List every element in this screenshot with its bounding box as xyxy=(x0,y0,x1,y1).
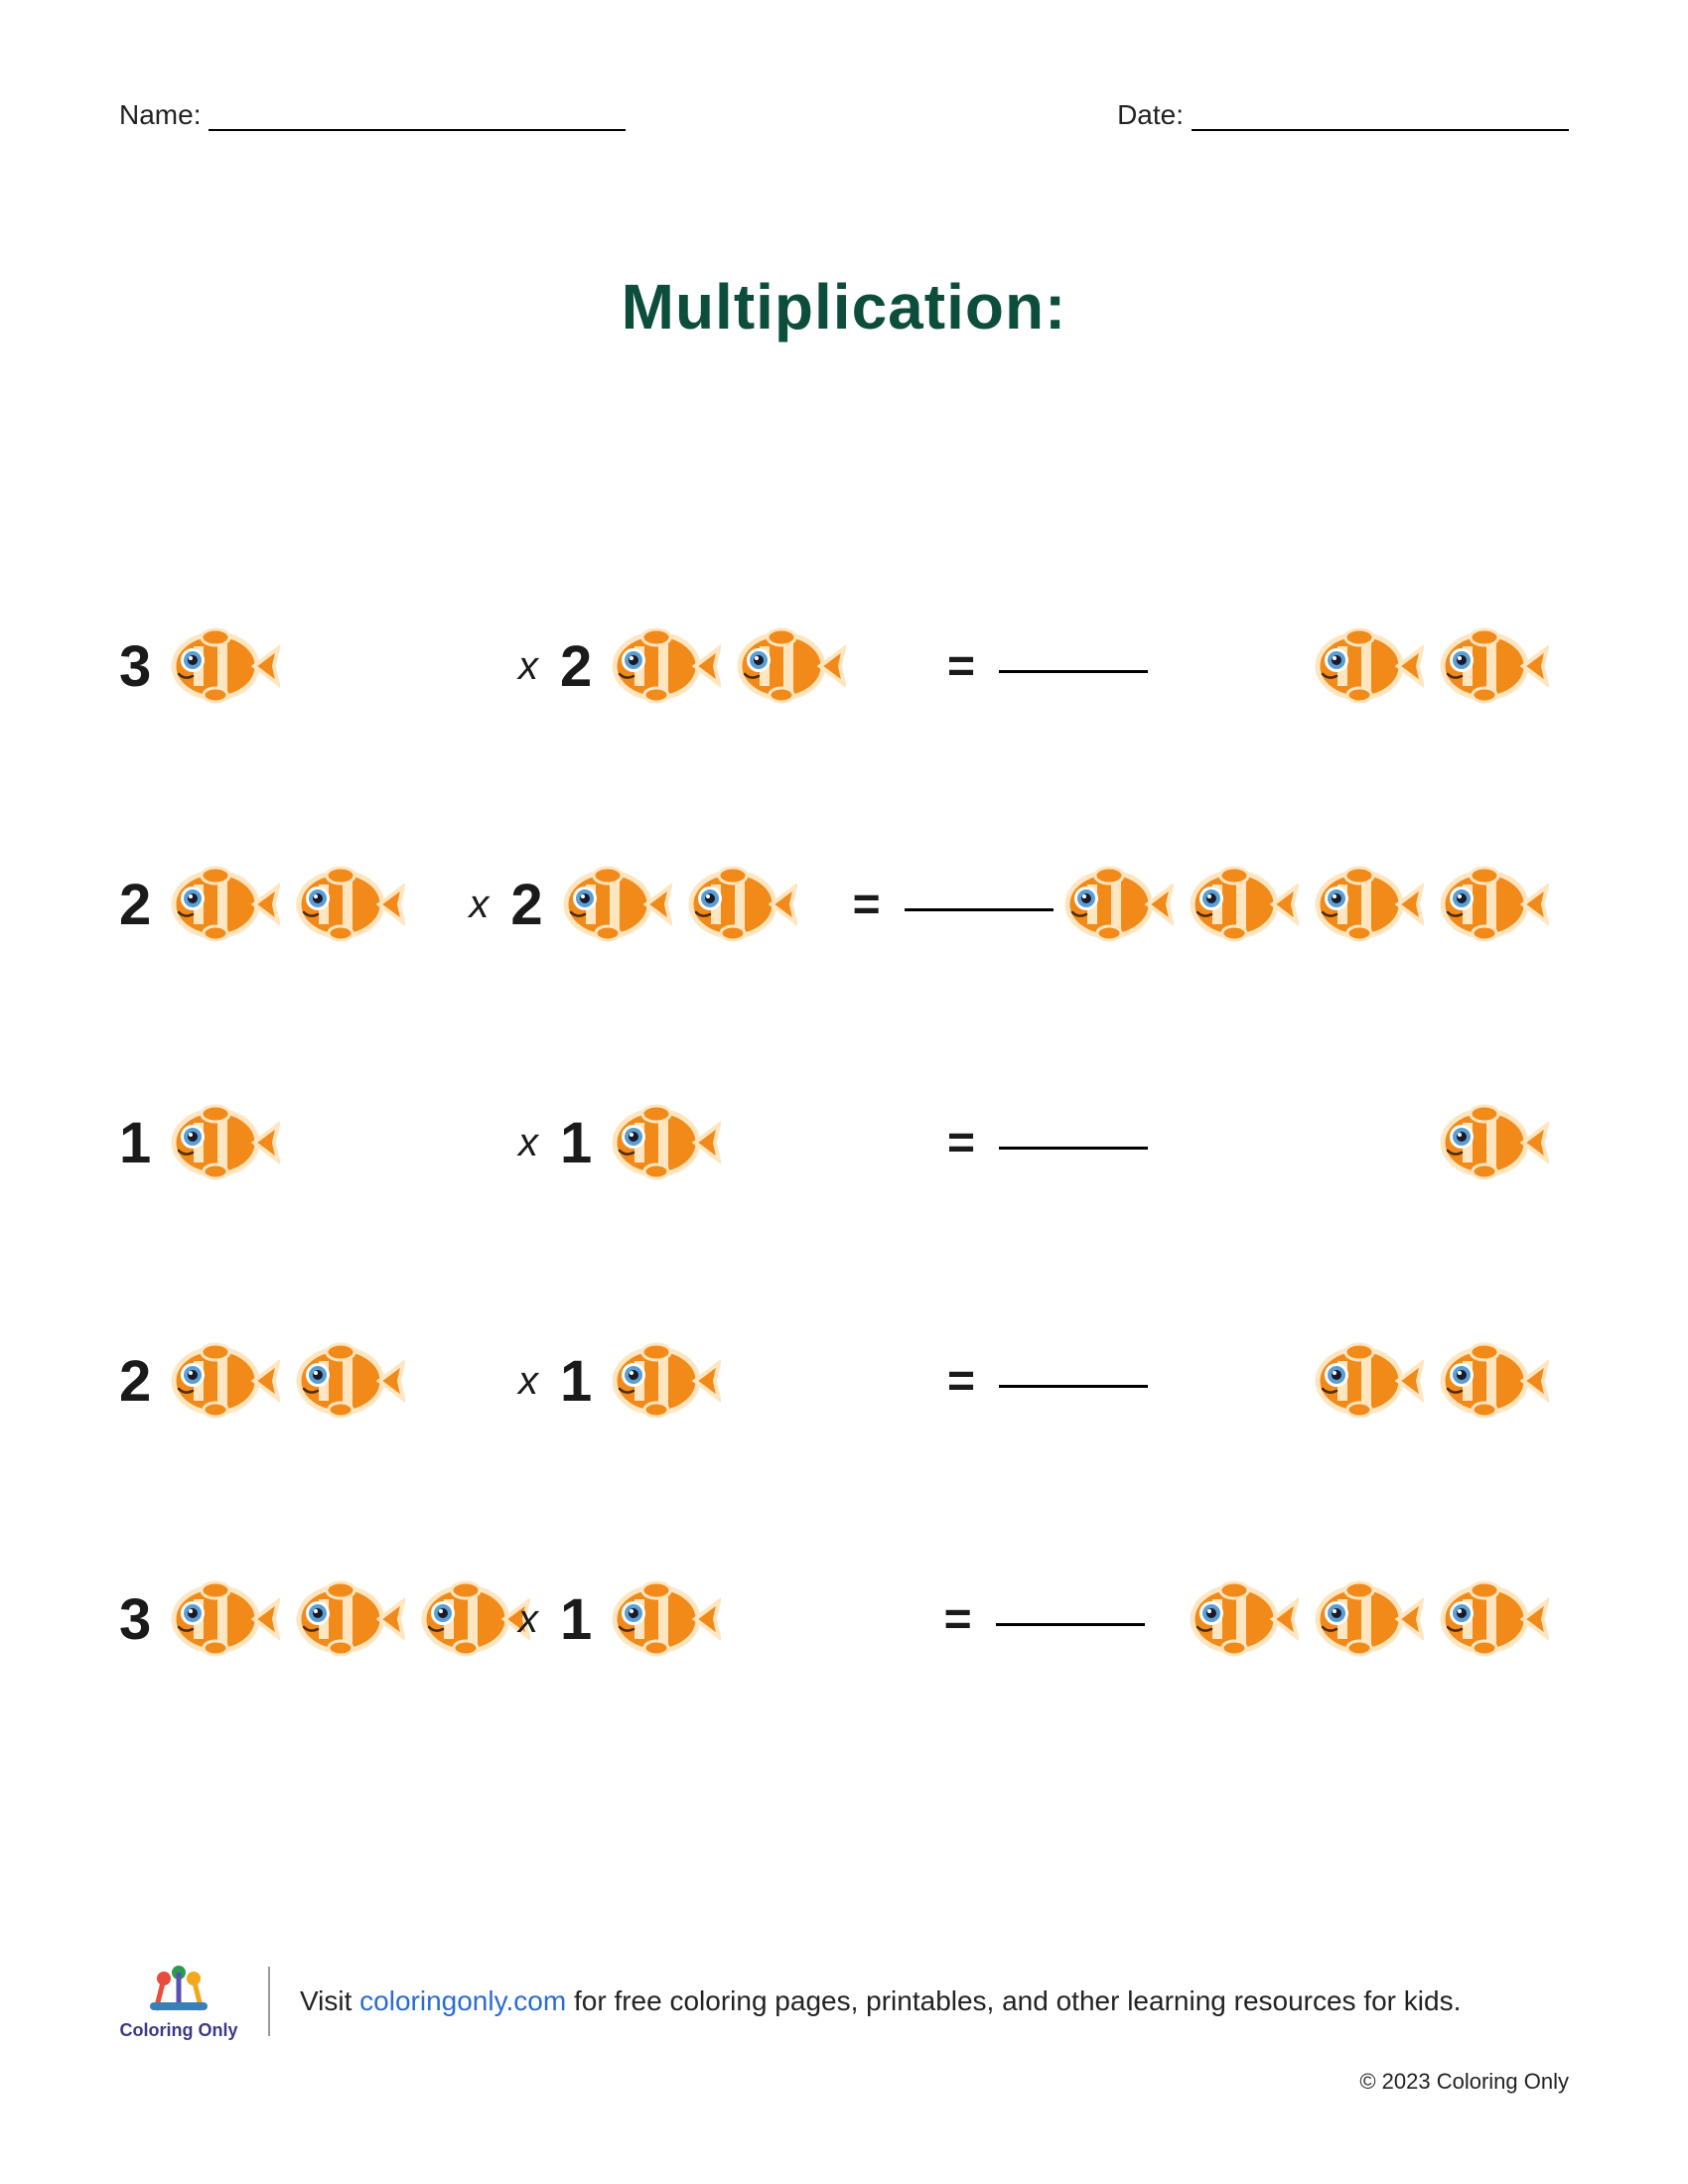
operand-b: 2 xyxy=(510,872,542,938)
answer-blank[interactable] xyxy=(999,670,1148,673)
fish-group xyxy=(553,855,797,954)
operand-a: 1 xyxy=(119,1110,151,1176)
name-field[interactable]: Name: xyxy=(119,99,626,131)
fish-group xyxy=(161,1093,280,1192)
operand-b: 1 xyxy=(560,1348,592,1415)
logo: Coloring Only xyxy=(119,1952,238,2051)
fish-icon xyxy=(286,855,405,954)
fish-icon xyxy=(161,1331,280,1431)
fish-icon xyxy=(1430,1093,1549,1192)
footer-link[interactable]: coloringonly.com xyxy=(359,1985,566,2016)
fish-group xyxy=(161,616,280,716)
operand-a: 2 xyxy=(119,1348,151,1415)
fish-icon xyxy=(553,855,672,954)
date-field[interactable]: Date: xyxy=(1117,99,1569,131)
fish-group xyxy=(602,1331,721,1431)
fish-group xyxy=(161,855,405,954)
header-fields: Name: Date: xyxy=(119,99,1569,131)
name-label: Name: xyxy=(119,99,201,131)
operand-a: 3 xyxy=(119,1586,151,1653)
fish-icon xyxy=(411,1570,530,1669)
operand-b: 2 xyxy=(560,633,592,700)
fish-icon xyxy=(602,1570,721,1669)
fish-icon xyxy=(678,855,797,954)
operand-b: 1 xyxy=(560,1586,592,1653)
problem-row: 1x1= xyxy=(119,1078,1569,1207)
times-symbol: x xyxy=(518,1121,538,1165)
name-line xyxy=(209,129,626,131)
logo-text: Coloring Only xyxy=(120,2020,238,2041)
equals-symbol: = xyxy=(947,639,975,694)
footer: Coloring Only Visit coloringonly.com for… xyxy=(119,1952,1569,2095)
date-label: Date: xyxy=(1117,99,1184,131)
equals-symbol: = xyxy=(853,878,881,932)
footer-post: for free coloring pages, printables, and… xyxy=(566,1985,1461,2016)
copyright: © 2023 Coloring Only xyxy=(119,2069,1569,2095)
fish-group xyxy=(1055,855,1549,954)
problem-row: 3 x1 = xyxy=(119,1555,1569,1684)
fish-icon xyxy=(161,855,280,954)
fish-group xyxy=(161,1331,405,1431)
problems-list: 3x2=2x2=1x1=2x1=3x1= xyxy=(119,602,1569,1684)
fish-icon xyxy=(1305,1570,1424,1669)
footer-pre: Visit xyxy=(300,1985,359,2016)
fish-icon xyxy=(286,1570,405,1669)
fish-icon xyxy=(286,1331,405,1431)
date-line xyxy=(1192,129,1569,131)
fish-icon xyxy=(1430,855,1549,954)
page-title: Multiplication: xyxy=(119,270,1569,343)
times-symbol: x xyxy=(518,1597,538,1642)
footer-message: Visit coloringonly.com for free coloring… xyxy=(300,1985,1461,2017)
answer-blank[interactable] xyxy=(999,1147,1148,1150)
fish-group xyxy=(602,616,846,716)
equals-symbol: = xyxy=(947,1354,975,1409)
logo-icon xyxy=(144,1963,213,2016)
fish-icon xyxy=(161,1093,280,1192)
fish-icon xyxy=(602,1093,721,1192)
fish-icon xyxy=(1430,616,1549,716)
equals-symbol: = xyxy=(947,1116,975,1170)
fish-icon xyxy=(1305,616,1424,716)
fish-icon xyxy=(1180,1570,1299,1669)
problem-row: 2x2= xyxy=(119,840,1569,969)
fish-icon xyxy=(1305,1331,1424,1431)
fish-icon xyxy=(1305,855,1424,954)
fish-group xyxy=(1305,616,1549,716)
fish-icon xyxy=(602,1331,721,1431)
fish-group xyxy=(1305,1331,1549,1431)
fish-icon xyxy=(161,616,280,716)
times-symbol: x xyxy=(518,644,538,689)
fish-icon xyxy=(1055,855,1174,954)
problem-row: 2 x1 = xyxy=(119,1316,1569,1445)
fish-group xyxy=(161,1570,530,1669)
fish-group xyxy=(602,1570,721,1669)
fish-icon xyxy=(727,616,846,716)
fish-group xyxy=(1180,1570,1549,1669)
footer-divider xyxy=(268,1967,270,2036)
times-symbol: x xyxy=(518,1359,538,1404)
answer-blank[interactable] xyxy=(999,1385,1148,1388)
fish-icon xyxy=(602,616,721,716)
operand-a: 2 xyxy=(119,872,151,938)
fish-icon xyxy=(1430,1331,1549,1431)
equals-symbol: = xyxy=(944,1592,972,1647)
operand-b: 1 xyxy=(560,1110,592,1176)
problem-row: 3 x2 = xyxy=(119,602,1569,731)
fish-group xyxy=(602,1093,721,1192)
fish-icon xyxy=(1180,855,1299,954)
fish-group xyxy=(1430,1093,1549,1192)
answer-blank[interactable] xyxy=(905,908,1054,911)
times-symbol: x xyxy=(469,883,489,927)
answer-blank[interactable] xyxy=(996,1623,1145,1626)
fish-icon xyxy=(161,1570,280,1669)
fish-icon xyxy=(1430,1570,1549,1669)
operand-a: 3 xyxy=(119,633,151,700)
